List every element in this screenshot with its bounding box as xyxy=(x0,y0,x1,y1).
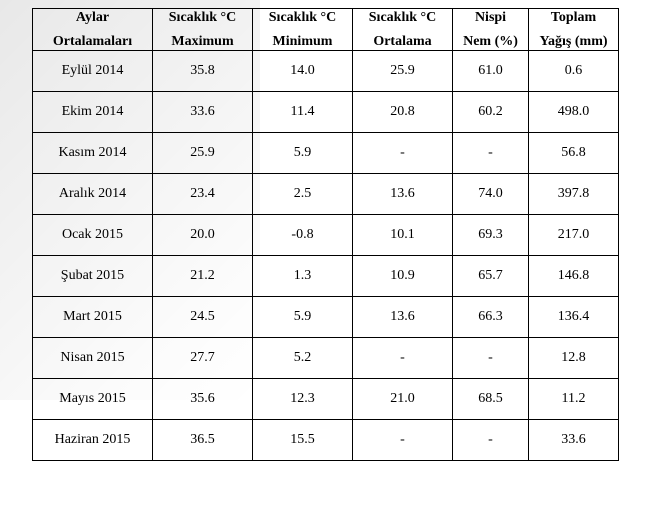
cell-humid: 65.7 xyxy=(453,256,529,297)
col-header-humid: Nispi Nem (%) xyxy=(453,9,529,51)
cell-precip: 146.8 xyxy=(529,256,619,297)
cell-humid: - xyxy=(453,133,529,174)
cell-precip: 0.6 xyxy=(529,51,619,92)
table-row: Kasım 2014 25.9 5.9 - - 56.8 xyxy=(33,133,619,174)
cell-precip: 397.8 xyxy=(529,174,619,215)
table-row: Ocak 2015 20.0 -0.8 10.1 69.3 217.0 xyxy=(33,215,619,256)
cell-precip: 217.0 xyxy=(529,215,619,256)
cell-tmax: 35.8 xyxy=(153,51,253,92)
col-header-precip-l2: Yağış (mm) xyxy=(533,33,614,51)
climate-table-container: Aylar Ortalamaları Sıcaklık °C Maximum S… xyxy=(32,8,618,461)
cell-precip: 12.8 xyxy=(529,338,619,379)
cell-humid: 61.0 xyxy=(453,51,529,92)
cell-tmin: 11.4 xyxy=(253,92,353,133)
cell-tavg: 13.6 xyxy=(353,174,453,215)
col-header-month-l1: Aylar xyxy=(37,9,148,27)
cell-tavg: 25.9 xyxy=(353,51,453,92)
col-header-tmax-l1: Sıcaklık °C xyxy=(157,9,248,27)
col-header-tavg-l2: Ortalama xyxy=(357,33,448,51)
col-header-tavg-l1: Sıcaklık °C xyxy=(357,9,448,27)
cell-month: Mart 2015 xyxy=(33,297,153,338)
cell-tmax: 36.5 xyxy=(153,420,253,461)
table-row: Nisan 2015 27.7 5.2 - - 12.8 xyxy=(33,338,619,379)
cell-humid: 74.0 xyxy=(453,174,529,215)
col-header-precip: Toplam Yağış (mm) xyxy=(529,9,619,51)
cell-humid: 68.5 xyxy=(453,379,529,420)
cell-tmax: 33.6 xyxy=(153,92,253,133)
cell-tmax: 21.2 xyxy=(153,256,253,297)
cell-tavg: 20.8 xyxy=(353,92,453,133)
cell-tmin: 5.9 xyxy=(253,297,353,338)
cell-humid: 69.3 xyxy=(453,215,529,256)
cell-tmax: 20.0 xyxy=(153,215,253,256)
cell-humid: 60.2 xyxy=(453,92,529,133)
cell-tmax: 24.5 xyxy=(153,297,253,338)
cell-month: Kasım 2014 xyxy=(33,133,153,174)
cell-tavg: - xyxy=(353,133,453,174)
cell-precip: 33.6 xyxy=(529,420,619,461)
cell-tmax: 35.6 xyxy=(153,379,253,420)
cell-tmax: 23.4 xyxy=(153,174,253,215)
cell-month: Nisan 2015 xyxy=(33,338,153,379)
cell-month: Eylül 2014 xyxy=(33,51,153,92)
cell-tmax: 25.9 xyxy=(153,133,253,174)
col-header-tmin-l2: Minimum xyxy=(257,33,348,51)
cell-tavg: 13.6 xyxy=(353,297,453,338)
col-header-month-l2: Ortalamaları xyxy=(37,33,148,51)
table-body: Eylül 2014 35.8 14.0 25.9 61.0 0.6 Ekim … xyxy=(33,51,619,461)
cell-tmin: 12.3 xyxy=(253,379,353,420)
cell-month: Şubat 2015 xyxy=(33,256,153,297)
cell-tavg: - xyxy=(353,338,453,379)
table-row: Ekim 2014 33.6 11.4 20.8 60.2 498.0 xyxy=(33,92,619,133)
col-header-tmax-l2: Maximum xyxy=(157,33,248,51)
cell-precip: 11.2 xyxy=(529,379,619,420)
climate-table: Aylar Ortalamaları Sıcaklık °C Maximum S… xyxy=(32,8,619,461)
col-header-tmin: Sıcaklık °C Minimum xyxy=(253,9,353,51)
cell-tmin: 2.5 xyxy=(253,174,353,215)
cell-tmin: 5.9 xyxy=(253,133,353,174)
cell-month: Aralık 2014 xyxy=(33,174,153,215)
cell-tmin: 14.0 xyxy=(253,51,353,92)
cell-tmax: 27.7 xyxy=(153,338,253,379)
cell-month: Mayıs 2015 xyxy=(33,379,153,420)
cell-humid: - xyxy=(453,338,529,379)
cell-tmin: 5.2 xyxy=(253,338,353,379)
cell-humid: 66.3 xyxy=(453,297,529,338)
cell-tmin: -0.8 xyxy=(253,215,353,256)
cell-precip: 136.4 xyxy=(529,297,619,338)
table-row: Eylül 2014 35.8 14.0 25.9 61.0 0.6 xyxy=(33,51,619,92)
table-row: Haziran 2015 36.5 15.5 - - 33.6 xyxy=(33,420,619,461)
cell-month: Haziran 2015 xyxy=(33,420,153,461)
table-row: Mart 2015 24.5 5.9 13.6 66.3 136.4 xyxy=(33,297,619,338)
cell-tmin: 15.5 xyxy=(253,420,353,461)
cell-tavg: 10.1 xyxy=(353,215,453,256)
cell-month: Ekim 2014 xyxy=(33,92,153,133)
cell-precip: 56.8 xyxy=(529,133,619,174)
col-header-humid-l1: Nispi xyxy=(457,9,524,27)
cell-precip: 498.0 xyxy=(529,92,619,133)
cell-tmin: 1.3 xyxy=(253,256,353,297)
col-header-tmax: Sıcaklık °C Maximum xyxy=(153,9,253,51)
table-row: Şubat 2015 21.2 1.3 10.9 65.7 146.8 xyxy=(33,256,619,297)
table-row: Aralık 2014 23.4 2.5 13.6 74.0 397.8 xyxy=(33,174,619,215)
cell-tavg: - xyxy=(353,420,453,461)
table-row: Mayıs 2015 35.6 12.3 21.0 68.5 11.2 xyxy=(33,379,619,420)
cell-tavg: 10.9 xyxy=(353,256,453,297)
cell-humid: - xyxy=(453,420,529,461)
table-header: Aylar Ortalamaları Sıcaklık °C Maximum S… xyxy=(33,9,619,51)
col-header-precip-l1: Toplam xyxy=(533,9,614,27)
col-header-humid-l2: Nem (%) xyxy=(457,33,524,51)
cell-month: Ocak 2015 xyxy=(33,215,153,256)
col-header-tavg: Sıcaklık °C Ortalama xyxy=(353,9,453,51)
col-header-month: Aylar Ortalamaları xyxy=(33,9,153,51)
col-header-tmin-l1: Sıcaklık °C xyxy=(257,9,348,27)
cell-tavg: 21.0 xyxy=(353,379,453,420)
